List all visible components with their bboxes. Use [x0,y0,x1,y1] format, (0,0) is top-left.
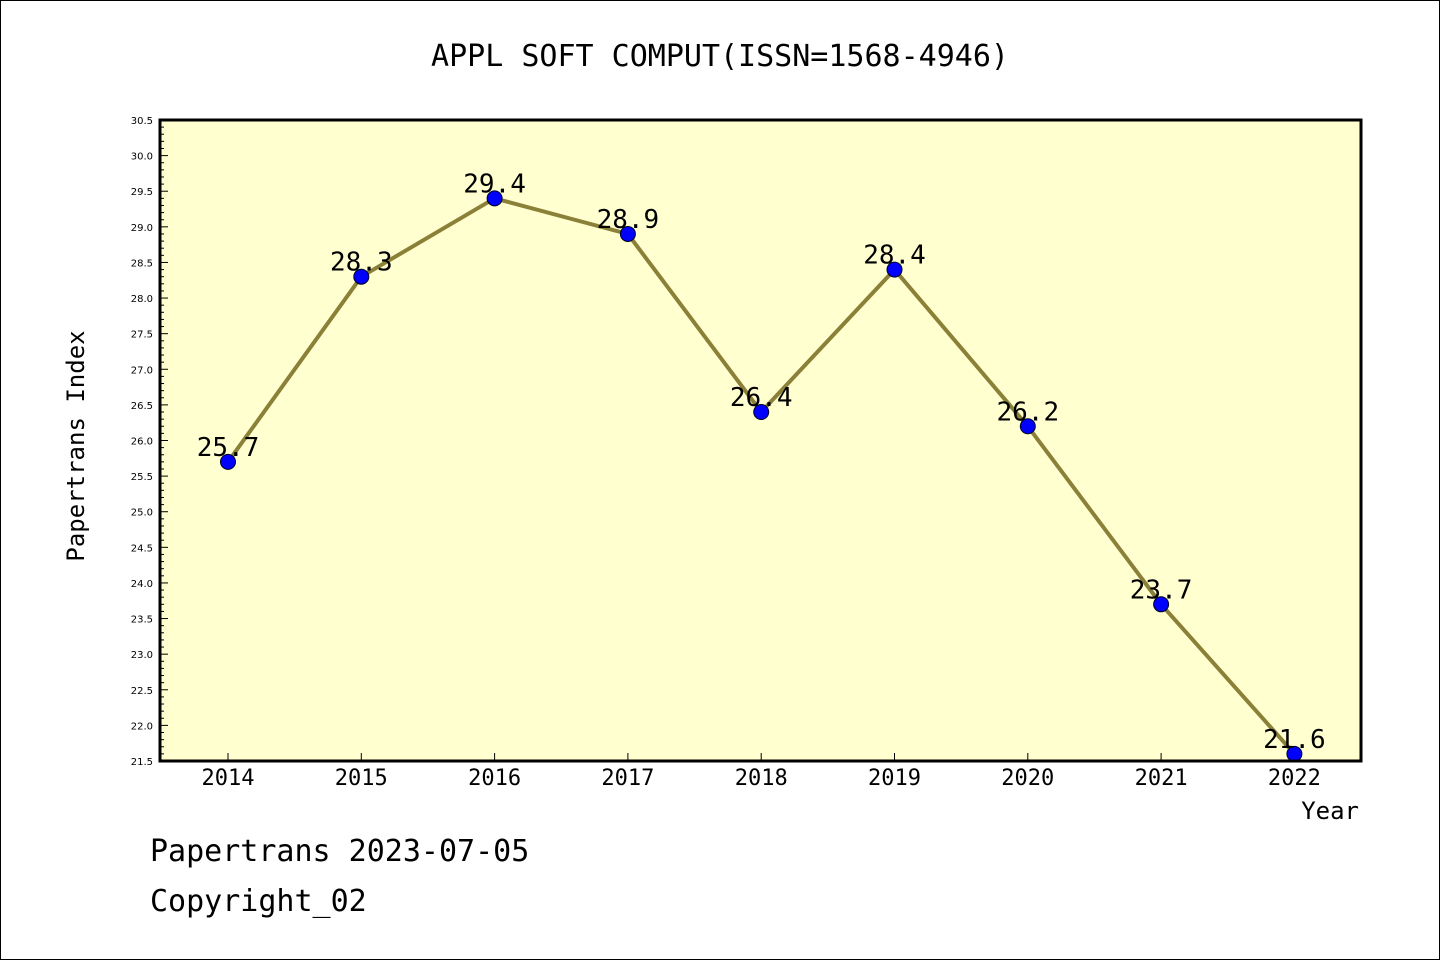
y-tick-label: 25.0 [131,508,153,519]
y-tick-label: 29.0 [131,223,153,234]
x-tick-label: 2020 [1001,766,1054,791]
x-tick-label: 2015 [335,766,388,791]
x-tick-label: 2021 [1135,766,1188,791]
chart-title: APPL SOFT COMPUT(ISSN=1568-4946) [431,39,1009,74]
data-label: 28.3 [330,248,393,278]
x-tick-label: 2017 [601,766,654,791]
data-label: 25.7 [197,433,260,463]
data-point [1019,418,1036,435]
data-label: 26.4 [730,383,793,413]
footer-date: Papertrans 2023-07-05 [150,834,530,869]
y-tick-label: 23.5 [131,615,153,626]
data-labels: 25.7 28.3 29.4 28.9 26.4 28.4 26.2 23.7 21.6 [197,169,1326,755]
y-tick-label: 28.0 [131,294,153,305]
data-label: 23.7 [1130,575,1193,605]
y-tick-label: 30.0 [131,152,153,163]
data-label: 21.6 [1263,725,1326,755]
footer-copyright: Copyright_02 [150,884,367,919]
x-tick-label: 2018 [735,766,788,791]
x-tick-label: 2022 [1268,766,1321,791]
y-tick-label: 29.5 [131,187,153,198]
data-label: 29.4 [463,169,526,199]
x-tick-label: 2016 [468,766,521,791]
series-papertrans-index [220,190,1303,762]
y-tick-label: 27.5 [131,330,153,341]
data-point [353,268,370,285]
x-tick-label: 2014 [202,766,255,791]
plot-area [160,120,1361,761]
x-tick-label: 2019 [868,766,921,791]
data-point [619,225,636,242]
y-tick-label: 26.5 [131,401,153,412]
y-tick-label: 22.0 [131,721,153,732]
data-point [886,261,903,278]
y-tick-label: 26.0 [131,437,153,448]
y-tick-label: 24.5 [131,543,153,554]
y-tick-label: 24.0 [131,579,153,590]
x-axis-label: Year [1301,797,1359,825]
x-axis: 2014 2015 2016 2017 2018 2019 2020 2021 2022 [202,753,1321,791]
data-point [1153,596,1170,613]
y-tick-label: 27.0 [131,365,153,376]
y-tick-label: 22.5 [131,686,153,697]
data-point [220,453,236,470]
data-point [753,404,770,421]
y-tick-label: 25.5 [131,472,153,483]
y-tick-label: 28.5 [131,258,153,269]
data-label: 28.9 [597,205,660,235]
data-label: 28.4 [863,241,926,271]
y-axis-label: Papertrans Index [62,330,90,561]
y-tick-label: 30.5 [131,116,153,127]
data-point [486,190,503,207]
data-label: 26.2 [996,397,1059,427]
y-tick-label: 21.5 [131,757,153,768]
y-tick-label: 23.0 [131,650,153,661]
plot-border [158,118,1363,763]
